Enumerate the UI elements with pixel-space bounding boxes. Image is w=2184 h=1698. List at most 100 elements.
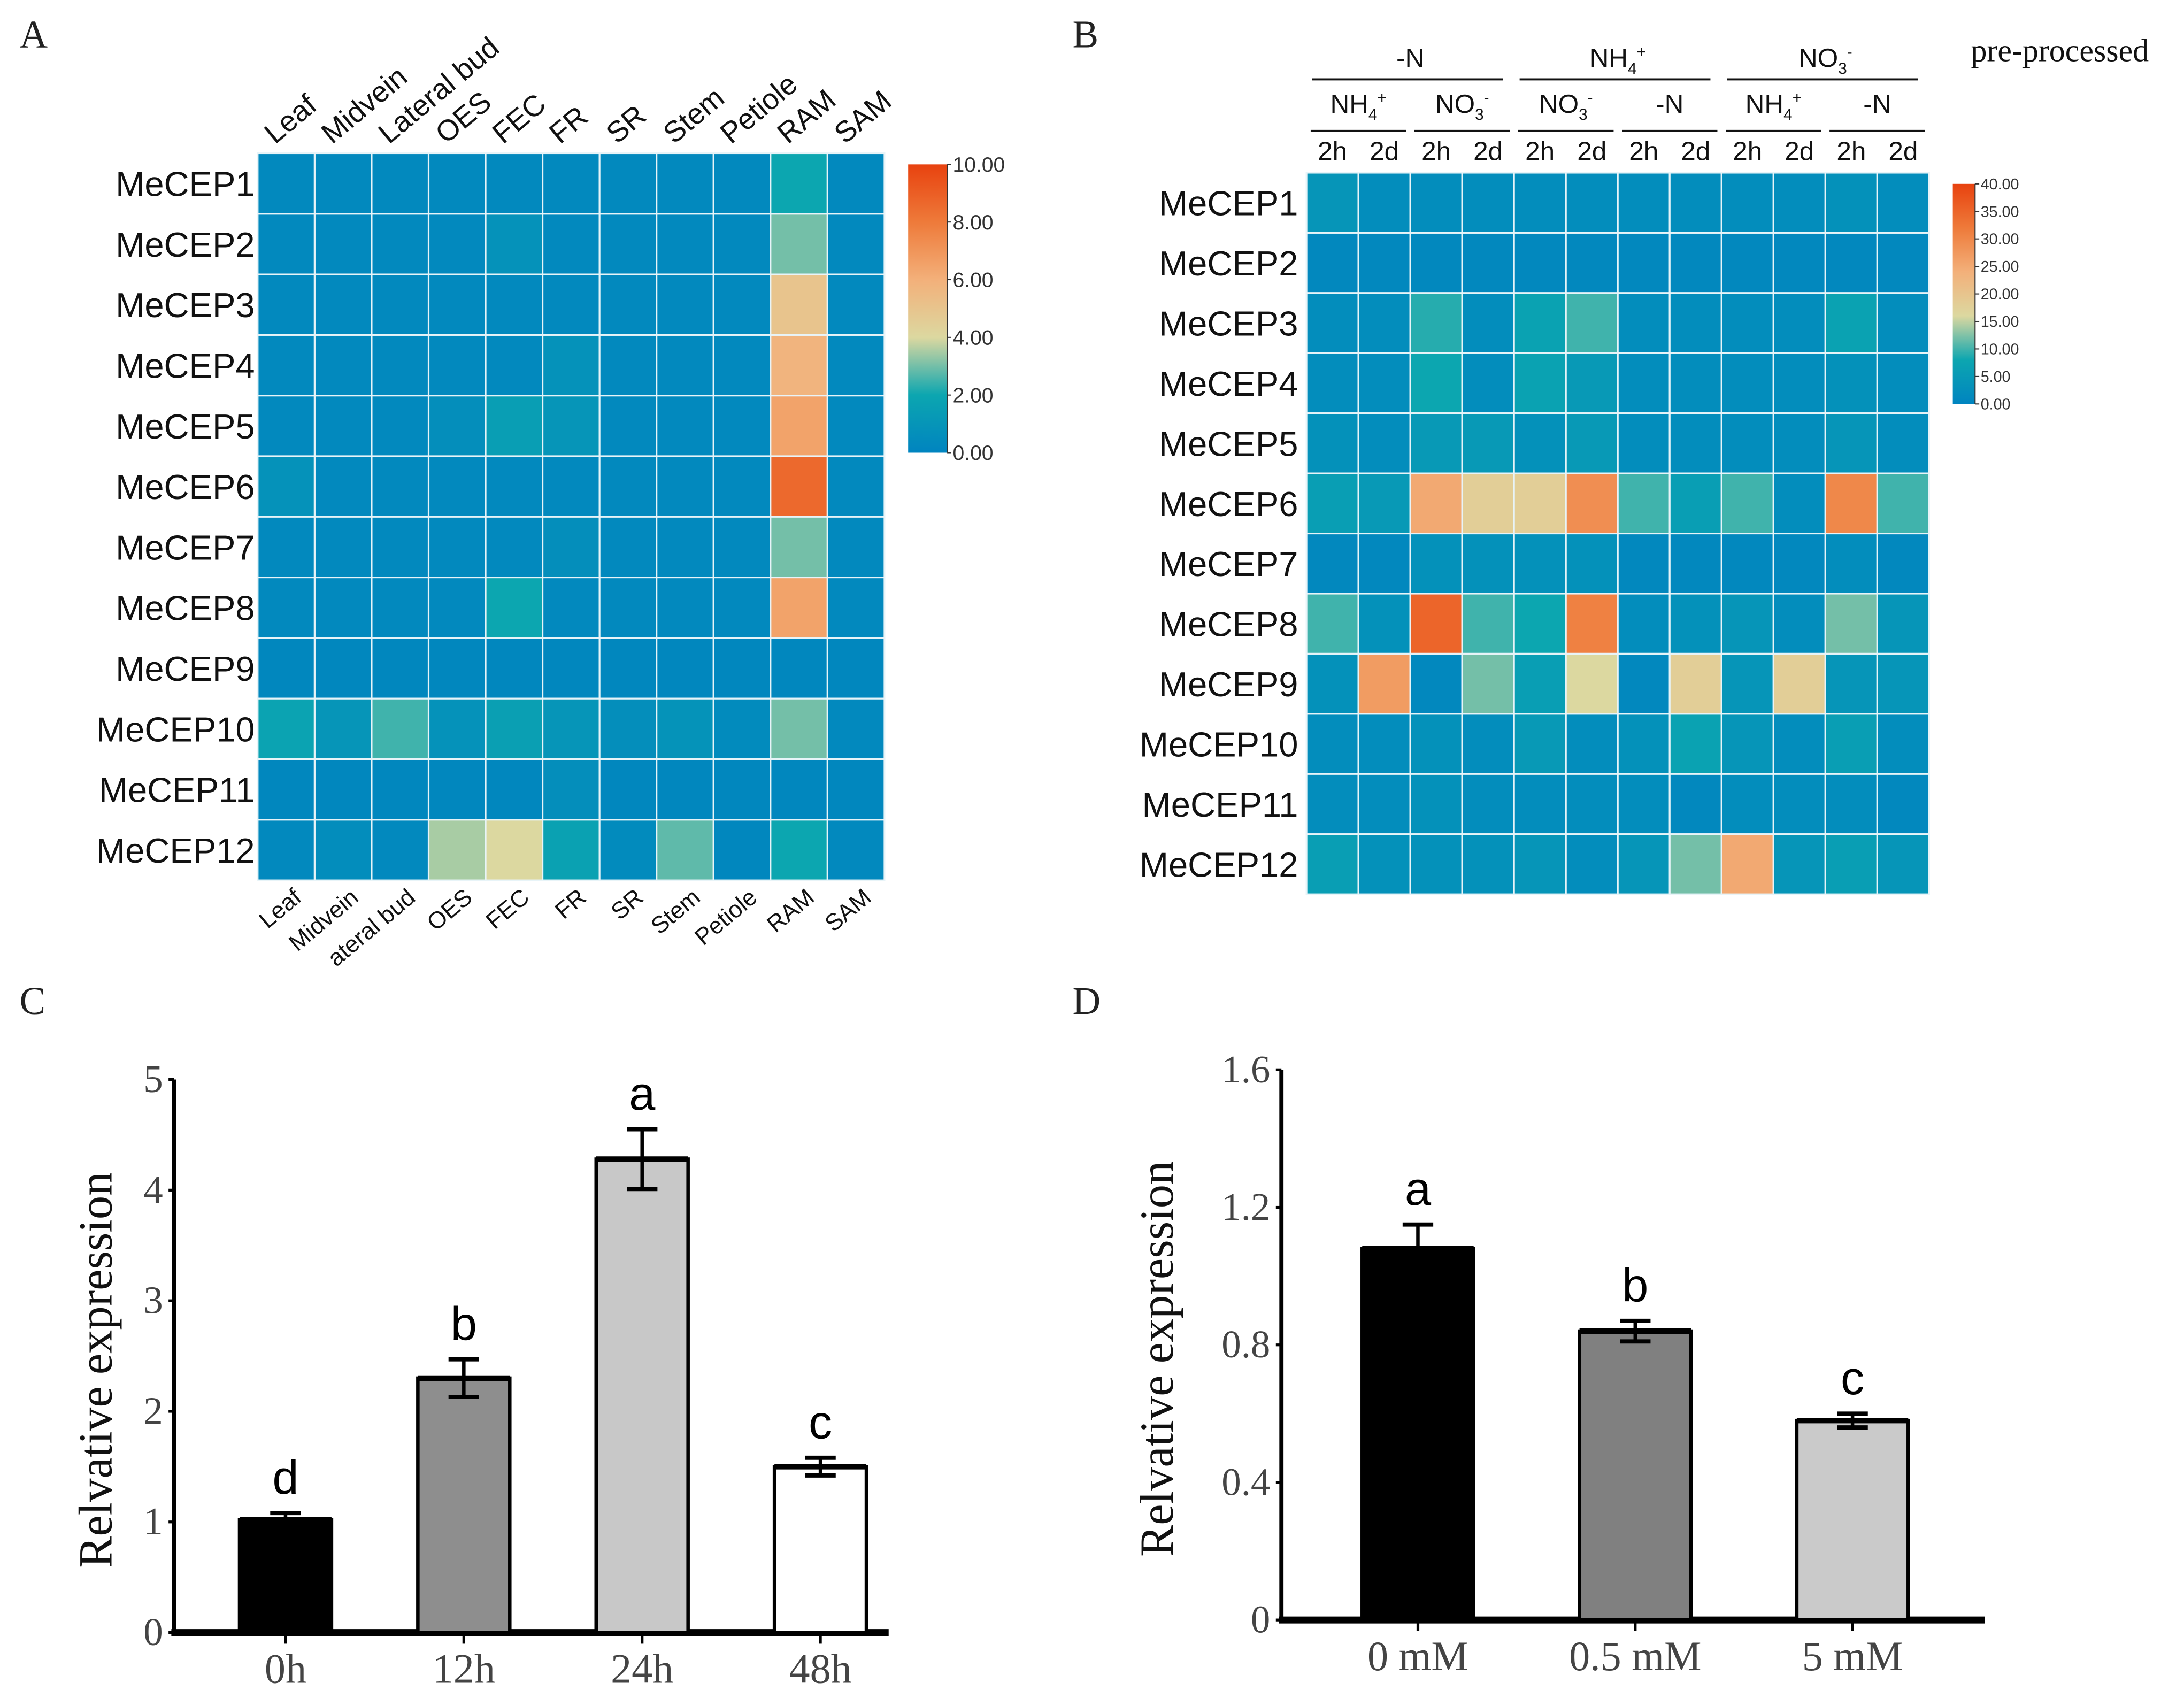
heatmap-cell [427, 697, 487, 760]
heatmap-cell [770, 152, 828, 215]
significance-letter: d [272, 1451, 298, 1504]
heatmap-cell [313, 577, 373, 639]
time-label: 2h [1318, 137, 1347, 166]
heatmap-cell [826, 213, 886, 275]
time-label: 2h [1836, 137, 1866, 166]
heatmap-cell [1668, 352, 1722, 414]
heatmap-cell [542, 273, 601, 336]
subgroup-label: -N [1656, 89, 1683, 119]
column-label-top: FR [543, 99, 594, 150]
subgroup-label: NO3- [1435, 89, 1489, 124]
heatmap-cell [1357, 593, 1411, 655]
heatmap-cell [485, 455, 544, 518]
heatmap-cell [542, 334, 601, 397]
heatmap-cell [427, 516, 487, 579]
heatmap-cell [1513, 412, 1567, 474]
heatmap-cell [371, 577, 430, 639]
heatmap-cell [1772, 593, 1826, 655]
heatmap-cell [712, 637, 772, 700]
y-tick-label: 0.4 [1221, 1460, 1270, 1503]
time-label: 2d [1577, 137, 1606, 166]
heatmap-cell [656, 577, 714, 639]
heatmap-cell [1876, 773, 1930, 835]
heatmap-cell [712, 213, 772, 275]
heatmap-cell [485, 395, 544, 457]
bar [416, 1376, 512, 1634]
heatmap-cell [712, 697, 772, 760]
heatmap-cell [1617, 172, 1671, 234]
heatmap-cell [1565, 652, 1619, 715]
heatmap-cell [371, 395, 430, 457]
heatmap-cell [1565, 532, 1619, 595]
row-label: MeCEP11 [1142, 785, 1298, 824]
heatmap-cell [1357, 472, 1411, 535]
significance-letter: b [1622, 1258, 1648, 1311]
heatmap-cell [542, 758, 601, 821]
heatmap-cell [485, 334, 544, 397]
heatmap-cell [826, 152, 886, 215]
time-label: 2h [1733, 137, 1762, 166]
significance-letter: a [1405, 1162, 1432, 1215]
row-label: MeCEP8 [116, 589, 255, 628]
heatmap-cell [485, 273, 544, 336]
row-label: MeCEP12 [1140, 845, 1298, 884]
time-label: 2h [1421, 137, 1451, 166]
heatmap-cell [1876, 713, 1930, 775]
column-label-bottom: SR [606, 884, 649, 925]
column-label-bottom: Petiole [690, 884, 762, 951]
heatmap-cell [313, 697, 373, 760]
heatmap-cell [542, 395, 601, 457]
heatmap-cell [371, 334, 430, 397]
heatmap-cell [485, 819, 544, 881]
heatmap-cell [1876, 172, 1930, 234]
heatmap-cell [1824, 532, 1878, 595]
heatmap-cell [1461, 713, 1515, 775]
heatmap-cell [1720, 532, 1774, 595]
column-label-bottom: SAM [820, 884, 876, 937]
heatmap-cell [1409, 352, 1463, 414]
x-tick-label: 24h [611, 1645, 673, 1692]
row-label: MeCEP10 [96, 710, 255, 749]
heatmap-cell [1668, 232, 1722, 294]
heatmap-cell [1772, 713, 1826, 775]
heatmap-cell [656, 516, 714, 579]
heatmap-cell [1513, 713, 1567, 775]
heatmap-cell [1772, 172, 1826, 234]
heatmap-cell [313, 637, 373, 700]
heatmap-cell [1565, 412, 1619, 474]
x-tick-label: 48h [789, 1645, 852, 1692]
heatmap-cell [1824, 292, 1878, 354]
heatmap-cell [598, 334, 658, 397]
heatmap-cell [427, 334, 487, 397]
colorbar [1952, 183, 1975, 404]
heatmap-cell [1876, 352, 1930, 414]
heatmap-cell [485, 213, 544, 275]
time-label: 2d [1473, 137, 1503, 166]
heatmap-cell [712, 758, 772, 821]
heatmap-cell [1565, 773, 1619, 835]
group-label: -N [1396, 43, 1424, 73]
heatmap-cell [1461, 773, 1515, 835]
bar [237, 1518, 334, 1634]
heatmap-cell [1513, 352, 1567, 414]
heatmap-cell [1824, 472, 1878, 535]
heatmap-cell [313, 455, 373, 518]
heatmap-cell [485, 152, 544, 215]
row-label: MeCEP9 [116, 649, 255, 688]
row-label: MeCEP2 [116, 225, 255, 264]
heatmap-cell [1409, 773, 1463, 835]
y-tick-label: 4 [143, 1168, 163, 1211]
panel-d-bar-chart: D 0 0.4 0.8 1.2 1.6 Relvative expression a 0 mM b… [1073, 979, 1985, 1679]
column-label-top: SR [599, 98, 652, 150]
panel-label: D [1073, 979, 1101, 1023]
heatmap-cell [1720, 773, 1774, 835]
colorbar-tick-label: 20.00 [1981, 286, 2019, 303]
heatmap-cell [427, 273, 487, 336]
heatmap-cell [1824, 593, 1878, 655]
column-label-top: Stem [657, 81, 730, 150]
heatmap-cell [712, 273, 772, 336]
heatmap-cell [770, 455, 828, 518]
colorbar-tick-label: 0.00 [953, 442, 994, 465]
heatmap-cell [1565, 352, 1619, 414]
heatmap-cell [542, 213, 601, 275]
